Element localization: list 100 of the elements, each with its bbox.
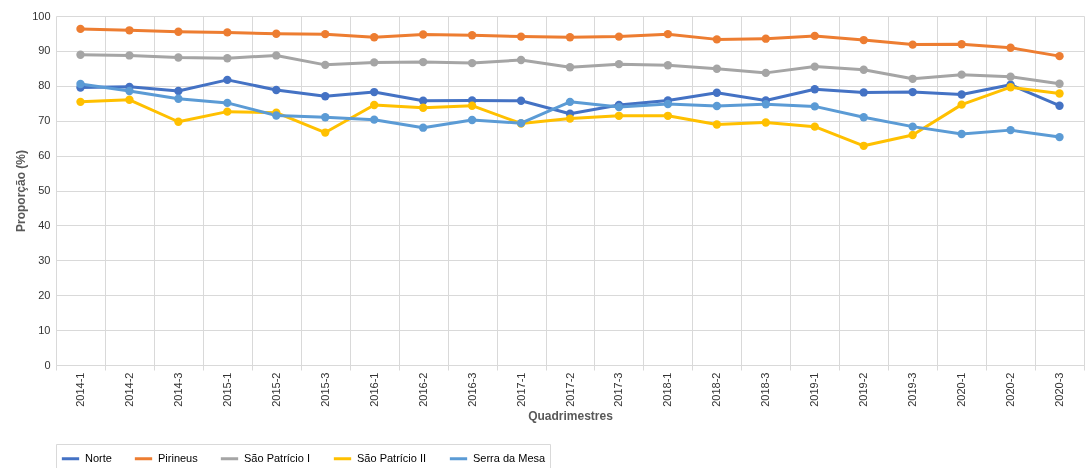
point bbox=[418, 57, 428, 67]
point bbox=[810, 122, 819, 131]
x-tick-label: 2017-1 bbox=[514, 372, 527, 407]
point bbox=[370, 100, 379, 110]
point bbox=[1055, 132, 1064, 142]
point bbox=[810, 85, 819, 94]
point bbox=[125, 95, 134, 104]
x-tick-label: 2018-2 bbox=[710, 372, 723, 407]
x-tick-label: 2016-2 bbox=[416, 372, 429, 407]
x-tick-label: 2014-2 bbox=[122, 372, 135, 407]
point bbox=[223, 75, 232, 85]
point bbox=[859, 141, 868, 150]
point bbox=[712, 120, 722, 129]
point bbox=[418, 96, 428, 105]
point bbox=[223, 98, 232, 108]
point bbox=[859, 35, 868, 45]
point bbox=[321, 29, 330, 39]
y-tick-label: 10 bbox=[38, 323, 51, 336]
point bbox=[76, 97, 85, 107]
point bbox=[908, 74, 917, 83]
point bbox=[761, 68, 770, 78]
point bbox=[174, 117, 183, 126]
point bbox=[957, 129, 966, 139]
point bbox=[810, 31, 819, 41]
point bbox=[1006, 43, 1015, 52]
point bbox=[712, 101, 722, 111]
x-tick-label: 2017-2 bbox=[563, 372, 576, 407]
point bbox=[223, 54, 232, 63]
x-tick-label: 2019-1 bbox=[808, 372, 821, 407]
x-tick-label: 2020-3 bbox=[1053, 372, 1066, 407]
point bbox=[761, 100, 770, 109]
point bbox=[272, 85, 281, 95]
y-tick-label: 30 bbox=[38, 253, 51, 266]
x-tick-label: 2014-3 bbox=[171, 372, 184, 407]
point bbox=[810, 102, 819, 111]
point bbox=[859, 113, 868, 122]
point bbox=[370, 58, 379, 67]
y-tick-label: 40 bbox=[38, 218, 51, 231]
point bbox=[467, 115, 477, 125]
point bbox=[663, 29, 673, 39]
point bbox=[76, 79, 85, 89]
point bbox=[174, 94, 183, 103]
point bbox=[957, 100, 966, 109]
point bbox=[174, 27, 183, 36]
x-tick-label: 2019-3 bbox=[906, 372, 919, 407]
point bbox=[467, 101, 477, 110]
point bbox=[712, 64, 722, 73]
x-axis-title: Quadrimestres bbox=[528, 408, 614, 423]
point bbox=[174, 53, 183, 62]
y-axis-title: Proporção (%) bbox=[14, 149, 29, 233]
point bbox=[663, 111, 673, 120]
y-tick-label: 0 bbox=[44, 358, 51, 371]
x-tick-label: 2018-3 bbox=[759, 372, 772, 407]
x-tick-label: 2019-2 bbox=[857, 372, 870, 407]
point bbox=[663, 99, 673, 109]
x-tick-label: 2020-1 bbox=[955, 372, 968, 407]
point bbox=[418, 103, 428, 112]
x-tick-label: 2020-2 bbox=[1004, 372, 1017, 407]
x-tick-label: 2015-2 bbox=[269, 372, 282, 407]
point bbox=[859, 88, 868, 97]
point bbox=[223, 107, 232, 116]
point bbox=[614, 59, 624, 69]
point bbox=[370, 115, 379, 124]
legend-label: São Patrício II bbox=[357, 451, 427, 464]
point bbox=[761, 34, 770, 43]
legend-label: Pirineus bbox=[158, 451, 199, 464]
point bbox=[1055, 89, 1064, 98]
point bbox=[370, 33, 379, 42]
y-tick-label: 50 bbox=[38, 184, 51, 196]
point bbox=[908, 40, 917, 49]
point bbox=[1006, 125, 1015, 135]
legend-label: Serra da Mesa bbox=[473, 451, 547, 464]
point bbox=[467, 31, 477, 40]
point bbox=[565, 97, 575, 107]
point bbox=[1055, 51, 1064, 61]
point bbox=[565, 33, 575, 42]
y-tick-label: 20 bbox=[38, 288, 51, 301]
point bbox=[908, 130, 917, 140]
point bbox=[321, 128, 330, 137]
point bbox=[908, 122, 917, 131]
point bbox=[565, 114, 575, 123]
point bbox=[516, 96, 526, 105]
point bbox=[174, 86, 183, 96]
legend-label: São Patrício I bbox=[244, 451, 311, 464]
point bbox=[516, 32, 526, 41]
point bbox=[76, 50, 85, 59]
point bbox=[321, 113, 330, 122]
point bbox=[712, 35, 722, 44]
point bbox=[957, 90, 966, 99]
point bbox=[859, 65, 868, 74]
point bbox=[712, 88, 722, 97]
y-tick-label: 80 bbox=[38, 79, 51, 92]
y-tick-label: 60 bbox=[38, 149, 51, 162]
point bbox=[321, 92, 330, 101]
point bbox=[957, 70, 966, 79]
point bbox=[908, 87, 917, 97]
point bbox=[272, 29, 281, 38]
point bbox=[761, 118, 770, 127]
x-tick-label: 2015-3 bbox=[318, 372, 331, 407]
x-tick-label: 2017-3 bbox=[612, 372, 625, 407]
